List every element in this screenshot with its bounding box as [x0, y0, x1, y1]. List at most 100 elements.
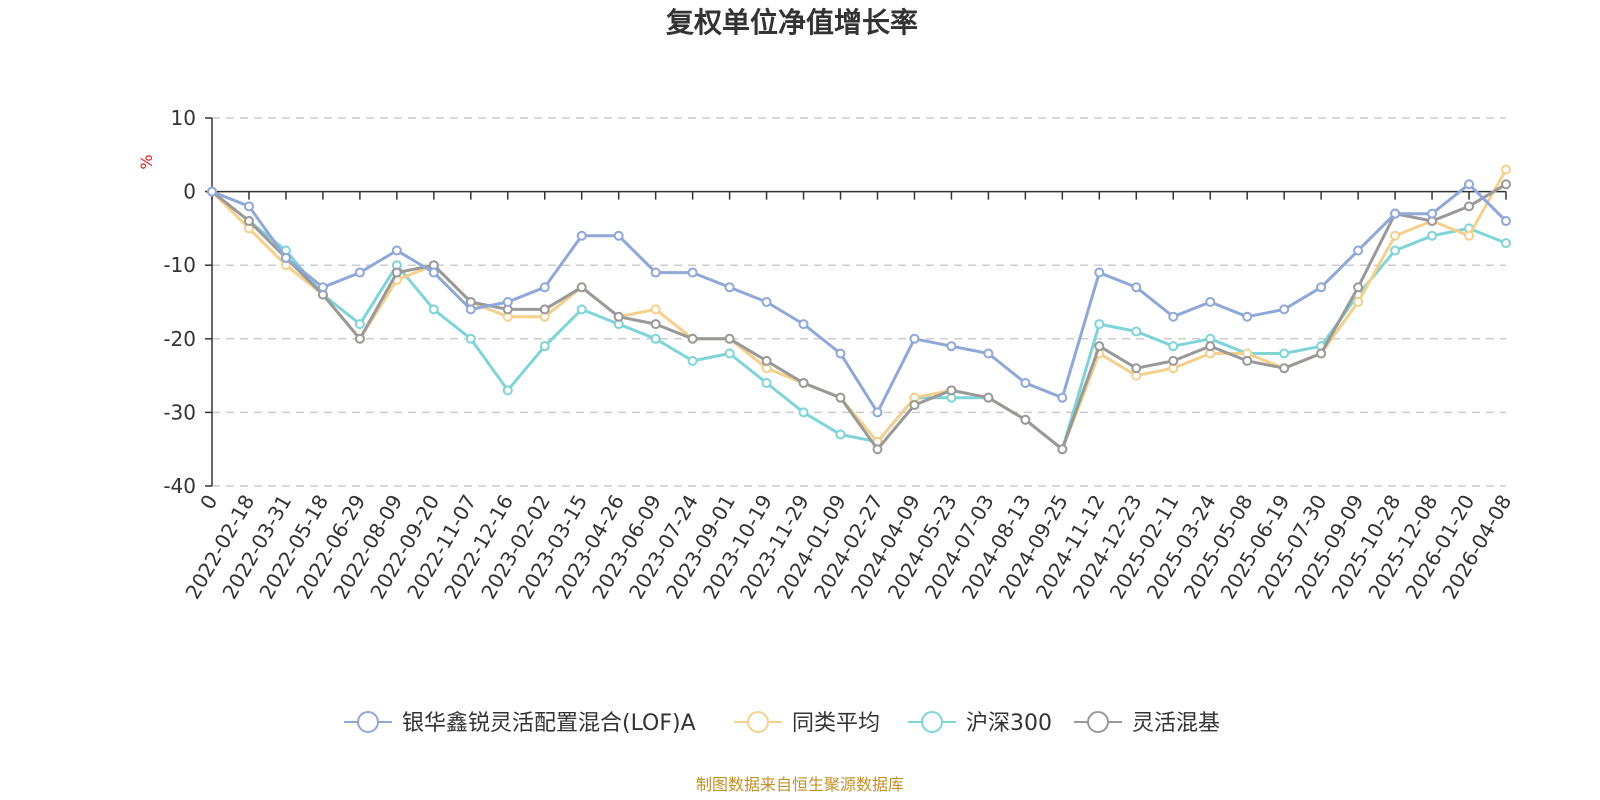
- legend-item[interactable]: 同类平均: [734, 711, 880, 736]
- data-point: [650, 304, 661, 315]
- data-point: [650, 267, 661, 278]
- data-point: [835, 429, 846, 440]
- data-point: [465, 333, 476, 344]
- series-line: [210, 168, 1508, 451]
- data-point: [1427, 208, 1438, 219]
- grid-lines: [212, 117, 1506, 487]
- data-point: [1020, 414, 1031, 425]
- data-point: [1279, 363, 1290, 374]
- data-point: [576, 230, 587, 241]
- legend-item[interactable]: 银华鑫锐灵活配置混合(LOF)A: [344, 711, 696, 736]
- data-point: [576, 282, 587, 293]
- data-point: [539, 282, 550, 293]
- data-point: [1501, 216, 1511, 227]
- data-point: [428, 304, 439, 315]
- data-point: [1131, 326, 1142, 337]
- data-point: [243, 216, 254, 227]
- data-point: [1205, 341, 1216, 352]
- legend-label: 沪深300: [966, 711, 1052, 736]
- y-axis-ticks: 10 0 -10 -20 -30 -40: [163, 106, 212, 498]
- data-point: [724, 333, 735, 344]
- legend-item[interactable]: 灵活混基: [1074, 711, 1220, 736]
- legend-marker: [1087, 711, 1109, 733]
- data-point: [1094, 341, 1105, 352]
- data-point: [1501, 164, 1511, 175]
- data-point: [1353, 282, 1364, 293]
- data-point: [243, 201, 254, 212]
- data-point: [909, 333, 920, 344]
- data-point: [1094, 267, 1105, 278]
- data-point: [798, 377, 809, 388]
- data-point: [946, 385, 957, 396]
- legend-label: 灵活混基: [1132, 711, 1220, 736]
- data-point: [650, 319, 661, 330]
- legend-marker: [747, 711, 769, 733]
- legend[interactable]: 银华鑫锐灵活配置混合(LOF)A 同类平均 沪深300 灵活混基: [344, 711, 1220, 736]
- data-point: [502, 297, 513, 307]
- y-tick-label: -30: [163, 400, 196, 424]
- data-point: [539, 304, 550, 315]
- data-point: [1501, 179, 1511, 190]
- data-point: [983, 392, 994, 403]
- series-line: [211, 190, 1507, 451]
- data-point: [428, 267, 439, 278]
- data-source-note: 制图数据来自恒生聚源数据库: [696, 775, 904, 794]
- data-point: [798, 319, 809, 330]
- data-point: [576, 304, 587, 315]
- data-point: [1094, 319, 1105, 330]
- data-point: [1057, 444, 1068, 455]
- y-tick-label: -20: [163, 327, 196, 351]
- data-point: [1390, 245, 1401, 256]
- data-point: [835, 348, 846, 359]
- data-point: [724, 348, 735, 359]
- data-point: [1057, 392, 1068, 403]
- data-point: [650, 333, 661, 344]
- data-point: [687, 267, 698, 278]
- data-point: [391, 245, 402, 256]
- y-tick-label: 0: [183, 180, 196, 204]
- data-point: [798, 407, 809, 418]
- legend-label: 银华鑫锐灵活配置混合(LOF)A: [402, 711, 696, 736]
- data-point: [1242, 311, 1253, 322]
- data-point: [613, 311, 624, 322]
- data-point: [872, 407, 883, 418]
- data-point: [761, 377, 772, 388]
- data-point: [1390, 208, 1401, 219]
- chart-title: 复权单位净值增长率: [666, 6, 918, 39]
- data-point: [502, 385, 513, 396]
- y-tick-label: -40: [163, 474, 196, 498]
- data-point: [613, 230, 624, 241]
- data-point: [1316, 348, 1327, 359]
- data-point: [354, 267, 365, 278]
- data-point: [1464, 201, 1475, 212]
- series-line: [211, 182, 1507, 451]
- series-lines: [207, 164, 1511, 455]
- data-point: [354, 333, 365, 344]
- data-point: [1390, 230, 1401, 241]
- legend-marker: [921, 711, 943, 733]
- data-point: [317, 282, 328, 293]
- data-point: [946, 341, 957, 352]
- data-point: [1353, 297, 1364, 307]
- data-point: [1316, 282, 1327, 293]
- data-point: [1501, 238, 1511, 249]
- data-point: [354, 319, 365, 330]
- data-point: [1353, 245, 1364, 256]
- data-point: [687, 333, 698, 344]
- data-point: [761, 297, 772, 307]
- y-tick-label: 10: [171, 106, 196, 130]
- data-point: [465, 304, 476, 315]
- data-point: [872, 444, 883, 455]
- data-point: [1168, 311, 1179, 322]
- data-point: [1131, 363, 1142, 374]
- legend-item[interactable]: 沪深300: [908, 711, 1052, 736]
- data-point: [1168, 355, 1179, 366]
- data-point: [909, 400, 920, 411]
- y-tick-label: -10: [163, 253, 196, 277]
- data-point: [1131, 282, 1142, 293]
- legend-label: 同类平均: [792, 711, 880, 736]
- data-point: [1279, 304, 1290, 315]
- data-point: [1020, 377, 1031, 388]
- data-point: [391, 267, 402, 278]
